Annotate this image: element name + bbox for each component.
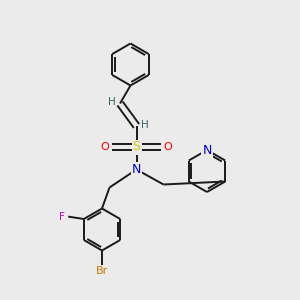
Text: H: H	[108, 97, 116, 107]
Text: H: H	[141, 120, 149, 130]
Text: N: N	[132, 163, 141, 176]
Text: S: S	[133, 140, 140, 154]
Text: O: O	[164, 142, 172, 152]
Text: O: O	[100, 142, 109, 152]
Text: Br: Br	[96, 266, 108, 277]
Text: N: N	[202, 143, 212, 157]
Text: F: F	[59, 212, 65, 222]
